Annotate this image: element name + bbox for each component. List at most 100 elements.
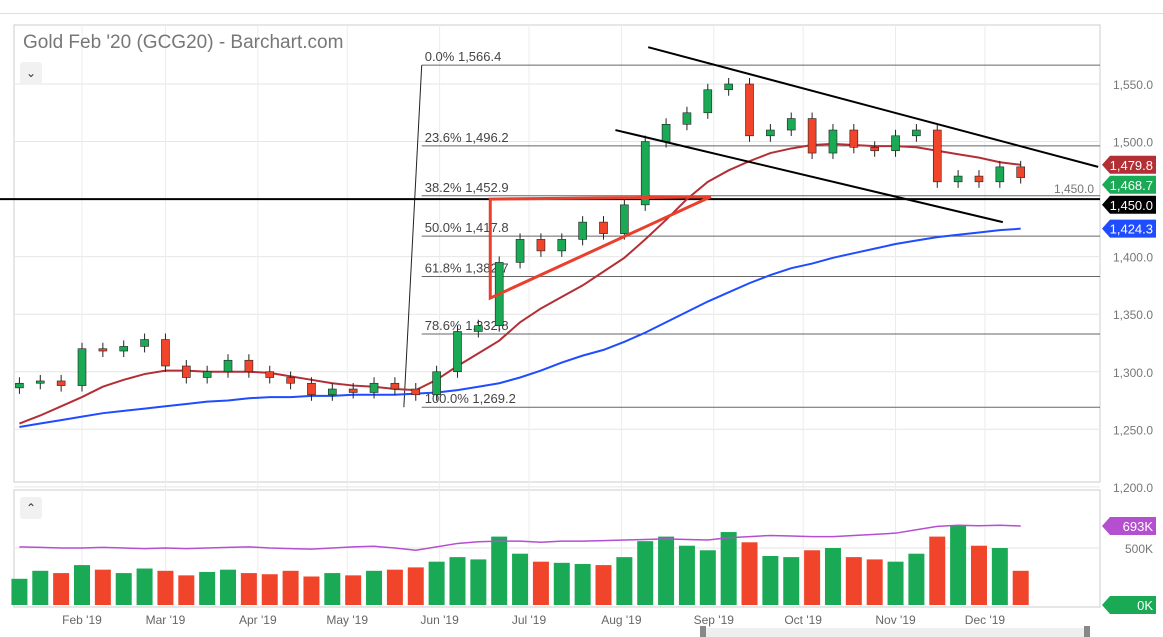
volume-bar bbox=[178, 575, 195, 605]
candle bbox=[98, 348, 108, 352]
candle bbox=[119, 346, 129, 352]
volume-tag-bg bbox=[1102, 596, 1156, 614]
volume-bar bbox=[199, 571, 216, 605]
candle bbox=[661, 123, 671, 142]
scroll-handle-left[interactable] bbox=[700, 626, 706, 637]
candle bbox=[223, 359, 233, 373]
candle bbox=[56, 380, 66, 386]
fib-level-label: 61.8% 1,382.7 bbox=[425, 261, 509, 276]
candle bbox=[932, 129, 942, 183]
volume-bar bbox=[950, 525, 967, 605]
time-tick-label: Aug '19 bbox=[601, 613, 642, 627]
price-panel bbox=[13, 24, 1101, 483]
volume-bar bbox=[282, 570, 299, 605]
volume-tick-label: 500K bbox=[1125, 542, 1153, 556]
candle bbox=[995, 166, 1005, 183]
candle bbox=[912, 129, 921, 137]
time-tick-label: Feb '19 bbox=[62, 613, 102, 627]
volume-bar bbox=[136, 568, 153, 605]
price-tag-bg bbox=[1102, 219, 1156, 238]
volume-bar bbox=[783, 557, 800, 605]
volume-bar bbox=[908, 553, 925, 605]
time-scrollbar[interactable] bbox=[700, 626, 1090, 637]
volume-tag-bg bbox=[1102, 516, 1156, 535]
volume-bar bbox=[929, 536, 946, 605]
candle bbox=[724, 83, 733, 91]
volume-bar bbox=[32, 570, 49, 605]
price-tick-label: 1,300.0 bbox=[1113, 366, 1153, 380]
volume-bar bbox=[741, 542, 758, 605]
candle bbox=[411, 388, 421, 396]
volume-bar bbox=[1012, 570, 1029, 605]
time-tick-label: Jun '19 bbox=[420, 613, 459, 627]
candle bbox=[557, 239, 567, 252]
moving-average-200 bbox=[19, 227, 1021, 428]
volume-bar bbox=[94, 569, 111, 605]
candle bbox=[599, 221, 608, 234]
volume-tag: 693K bbox=[1123, 519, 1154, 534]
trendline bbox=[615, 129, 1004, 224]
candle bbox=[745, 83, 754, 137]
time-tick-label: Apr '19 bbox=[239, 613, 277, 627]
candle bbox=[870, 147, 879, 152]
candle bbox=[849, 129, 859, 148]
volume-tag: 0K bbox=[1137, 598, 1153, 613]
volume-bar bbox=[345, 575, 362, 605]
time-tick-label: Dec '19 bbox=[965, 613, 1006, 627]
price-tick-label: 1,200.0 bbox=[1113, 481, 1153, 495]
price-tick-label: 1,500.0 bbox=[1113, 136, 1153, 150]
candle bbox=[140, 339, 149, 347]
volume-bar bbox=[74, 565, 90, 605]
fib-level-label: 78.6% 1,332.8 bbox=[425, 318, 509, 333]
volume-bar bbox=[824, 548, 841, 605]
candle bbox=[348, 388, 358, 393]
fib-anchor-line bbox=[403, 65, 423, 408]
candle bbox=[620, 204, 629, 234]
volume-bar bbox=[11, 578, 28, 605]
volume-bar bbox=[637, 541, 654, 605]
volume-bar bbox=[407, 567, 424, 605]
candle bbox=[640, 141, 650, 206]
volume-bar bbox=[157, 570, 174, 605]
chevron-up-icon[interactable]: ⌃ bbox=[20, 497, 42, 519]
chart-title: Gold Feb '20 (GCG20) - Barchart.com bbox=[23, 32, 344, 53]
price-tick-label: 1,550.0 bbox=[1113, 78, 1153, 92]
volume-bar bbox=[386, 569, 403, 605]
price-tick-label: 1,350.0 bbox=[1113, 308, 1153, 322]
candle bbox=[390, 382, 400, 390]
volume-bar bbox=[804, 550, 821, 605]
open-interest-line bbox=[19, 524, 1021, 552]
candle bbox=[682, 112, 692, 125]
candle bbox=[328, 388, 337, 396]
candle bbox=[161, 339, 170, 367]
volume-bar bbox=[887, 561, 904, 605]
price-tag: 1,424.3 bbox=[1110, 222, 1153, 237]
candle bbox=[307, 382, 316, 396]
volume-bar bbox=[303, 576, 320, 605]
chevron-down-icon[interactable]: ⌄ bbox=[20, 62, 42, 84]
volume-bar bbox=[261, 574, 278, 605]
volume-bar bbox=[991, 548, 1008, 605]
volume-bar bbox=[53, 573, 70, 605]
volume-bar bbox=[762, 555, 779, 605]
candle bbox=[1016, 166, 1026, 178]
time-tick-label: Mar '19 bbox=[146, 613, 186, 627]
time-tick-label: Nov '19 bbox=[875, 613, 916, 627]
candle bbox=[35, 380, 45, 384]
price-tick-label: 1,400.0 bbox=[1113, 251, 1153, 265]
time-tick-label: May '19 bbox=[326, 613, 368, 627]
scroll-handle-right[interactable] bbox=[1084, 626, 1090, 637]
candle bbox=[703, 89, 713, 114]
candle bbox=[202, 371, 212, 378]
fib-level-label: 100.0% 1,269.2 bbox=[425, 391, 516, 406]
fib-level-label: 38.2% 1,452.9 bbox=[425, 180, 509, 195]
candle bbox=[474, 325, 483, 332]
candle bbox=[953, 175, 963, 183]
time-tick-label: Sep '19 bbox=[694, 613, 735, 627]
candle bbox=[828, 129, 838, 154]
candle bbox=[578, 221, 587, 240]
candle bbox=[515, 239, 525, 263]
time-tick-label: Jul '19 bbox=[512, 613, 547, 627]
candle bbox=[77, 348, 87, 386]
